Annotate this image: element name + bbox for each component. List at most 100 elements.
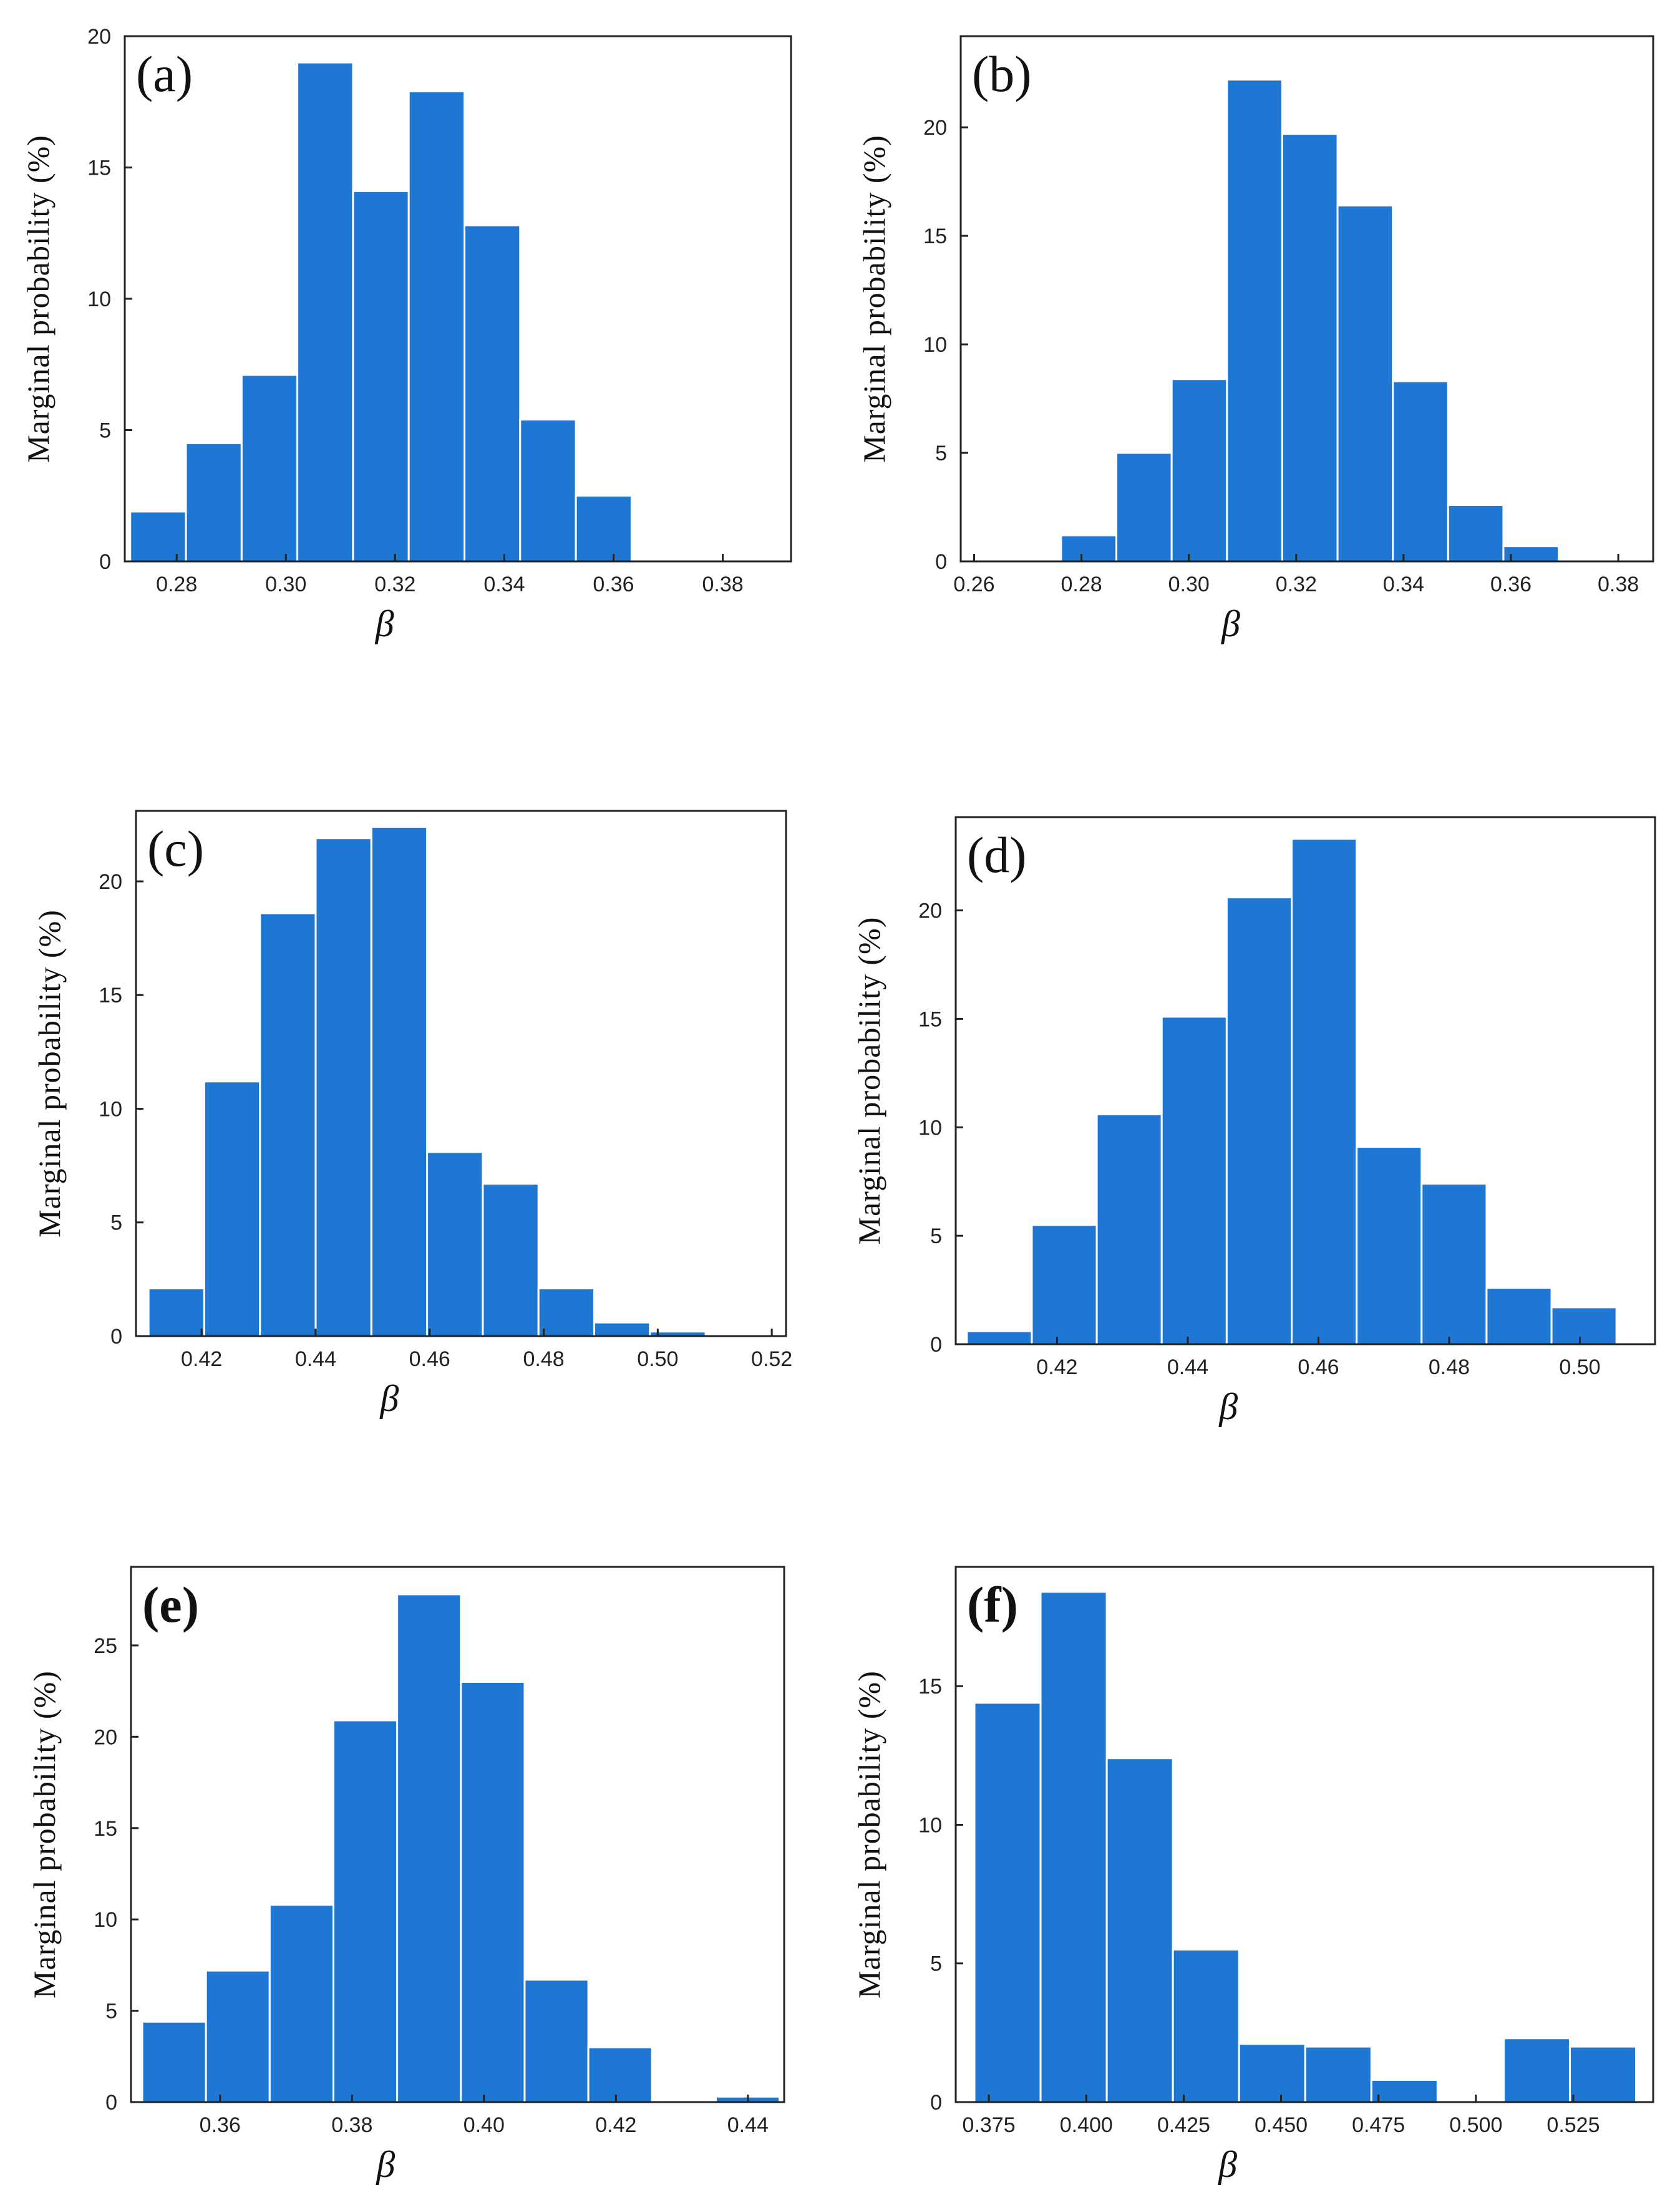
y-tick-label: 15 xyxy=(87,157,111,180)
histogram-bar xyxy=(1238,2043,1306,2103)
y-tick-label: 15 xyxy=(918,1675,942,1699)
x-tick-label: 0.32 xyxy=(1276,573,1317,596)
x-tick-label: 0.34 xyxy=(1383,573,1424,596)
x-tick-label: 0.38 xyxy=(1598,573,1639,596)
x-tick-label: 0.38 xyxy=(331,2113,372,2137)
y-tick-label: 15 xyxy=(923,225,947,248)
x-tick-label: 0.48 xyxy=(523,1347,564,1371)
histogram-bar xyxy=(537,1287,596,1337)
x-tick-label: 0.42 xyxy=(1036,1355,1077,1379)
y-tick-label: 0 xyxy=(110,1325,122,1349)
x-tick-label: 0.36 xyxy=(200,2113,241,2137)
x-tick-label: 0.36 xyxy=(1490,573,1532,596)
histogram-bar xyxy=(259,912,317,1337)
y-tick-label: 0 xyxy=(105,2091,117,2115)
x-tick-label: 0.50 xyxy=(637,1347,678,1371)
histogram-bar xyxy=(575,495,633,563)
x-tick-label: 0.500 xyxy=(1449,2113,1502,2137)
chart-panel: 0.36 0.38 0.40 0.42 0.44 0 5 10 15 20 25 β Marginal … xyxy=(27,1566,785,2185)
histogram-bar xyxy=(464,224,522,563)
x-tick-label: 0.525 xyxy=(1546,2113,1600,2137)
histogram-bar xyxy=(129,510,187,563)
y-tick-label: 10 xyxy=(87,288,111,311)
x-tick-label: 0.28 xyxy=(1061,573,1102,596)
histogram-bar xyxy=(1550,1306,1618,1345)
histogram-bar xyxy=(1105,1757,1174,2103)
histogram-bar xyxy=(1170,378,1228,563)
histogram-bar xyxy=(1115,452,1173,563)
chart-panel: 0.28 0.30 0.32 0.34 0.36 0.38 0 5 10 15 20 β Margina… xyxy=(21,25,792,644)
y-axis-label: Marginal probability (%) xyxy=(852,1670,886,1999)
y-axis-label: Marginal probability (%) xyxy=(32,909,67,1238)
histogram-bar xyxy=(1281,133,1339,563)
histogram-bar xyxy=(1356,1146,1423,1345)
histogram-bar xyxy=(1420,1183,1488,1345)
y-tick-label: 25 xyxy=(94,1634,117,1658)
histogram-bar xyxy=(1392,380,1449,563)
histogram-bar xyxy=(1502,545,1560,563)
y-axis-label: Marginal probability (%) xyxy=(857,135,891,463)
panel-label: (e) xyxy=(142,1576,199,1633)
histogram-bar xyxy=(141,2020,207,2103)
y-tick-label: 20 xyxy=(87,25,111,49)
plot-frame xyxy=(959,35,1654,563)
histogram-bar xyxy=(587,2046,653,2103)
panel-label: (d) xyxy=(967,826,1027,883)
x-axis-label: β xyxy=(1218,2144,1237,2185)
x-tick-label: 0.42 xyxy=(181,1347,222,1371)
histogram-bar xyxy=(1226,79,1283,563)
y-tick-label: 20 xyxy=(99,870,122,894)
y-tick-label: 5 xyxy=(105,2000,117,2023)
y-tick-label: 15 xyxy=(918,1007,942,1031)
x-tick-label: 0.38 xyxy=(702,573,743,596)
histogram-bar xyxy=(1290,838,1358,1345)
y-tick-label: 10 xyxy=(923,333,947,357)
histogram-bar xyxy=(185,442,243,563)
plot-frame xyxy=(135,810,787,1337)
histogram-bar xyxy=(1502,2037,1571,2103)
y-tick-label: 5 xyxy=(110,1211,122,1235)
y-tick-label: 10 xyxy=(94,1908,117,1932)
x-tick-label: 0.28 xyxy=(156,573,197,596)
y-axis-label: Marginal probability (%) xyxy=(27,1670,62,1999)
x-axis-label: β xyxy=(1218,1386,1238,1427)
x-axis-label: β xyxy=(379,1378,399,1419)
histogram-bar xyxy=(147,1287,205,1337)
panel-label: (b) xyxy=(972,46,1032,102)
histogram-bar xyxy=(523,1979,590,2103)
histogram-bar xyxy=(352,190,410,563)
histogram-bar xyxy=(332,1719,399,2103)
x-tick-label: 0.44 xyxy=(727,2113,769,2137)
x-tick-label: 0.450 xyxy=(1255,2113,1308,2137)
y-tick-label: 15 xyxy=(94,1817,117,1841)
x-axis-label: β xyxy=(376,2144,395,2185)
panel-label: (c) xyxy=(147,820,204,877)
y-tick-label: 20 xyxy=(94,1725,117,1749)
histogram-bar xyxy=(593,1321,651,1337)
histogram-bar xyxy=(407,90,466,563)
chart-panel: 0.375 0.400 0.425 0.450 0.475 0.500 0.525 0 5 10 1… xyxy=(852,1566,1654,2185)
x-tick-label: 0.400 xyxy=(1060,2113,1113,2137)
histogram-bar xyxy=(268,1904,334,2103)
x-axis-label: β xyxy=(1221,603,1240,644)
panel-label: (f) xyxy=(967,1576,1018,1633)
histogram-bar xyxy=(1447,504,1505,563)
chart-panel: 0.42 0.44 0.46 0.48 0.50 0.52 0 5 10 15 20 β Margina… xyxy=(32,810,792,1419)
plot-frame xyxy=(954,1566,1654,2103)
x-tick-label: 0.30 xyxy=(265,573,306,596)
x-tick-label: 0.44 xyxy=(295,1347,336,1371)
x-tick-label: 0.375 xyxy=(963,2113,1016,2137)
x-tick-label: 0.46 xyxy=(409,1347,450,1371)
histogram-bar xyxy=(1031,1224,1098,1345)
x-axis-label: β xyxy=(375,603,394,644)
x-tick-label: 0.42 xyxy=(595,2113,636,2137)
x-tick-label: 0.44 xyxy=(1167,1355,1208,1379)
histogram-bar xyxy=(296,61,354,563)
x-tick-label: 0.36 xyxy=(593,573,634,596)
y-tick-label: 0 xyxy=(99,550,111,574)
y-tick-label: 20 xyxy=(923,116,947,140)
histogram-bar xyxy=(482,1183,540,1337)
x-tick-label: 0.34 xyxy=(483,573,525,596)
y-tick-label: 15 xyxy=(99,984,122,1007)
